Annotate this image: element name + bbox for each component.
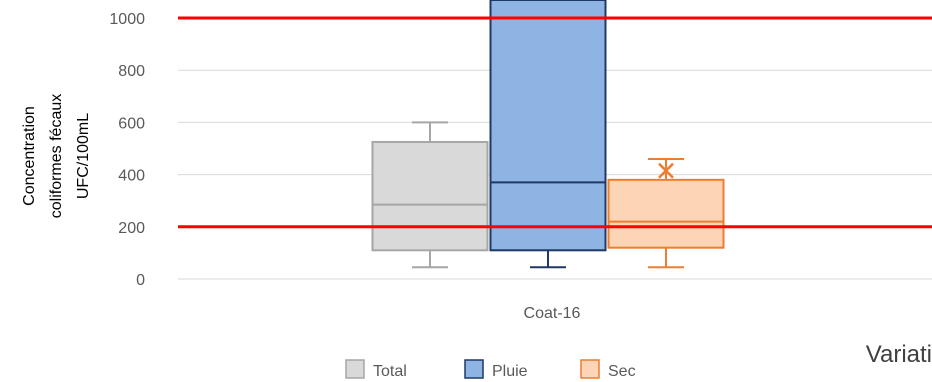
x-axis-title-partial: Variati: [866, 341, 932, 368]
y-tick-label-600: 600: [118, 115, 145, 132]
box-pluie: [489, 0, 607, 269]
y-axis-title-line-1: Concentration: [21, 106, 38, 206]
y-tick-label-200: 200: [118, 220, 145, 237]
y-axis-title-line-2: coliformes fécaux: [48, 94, 65, 219]
y-tick-label-1000: 1000: [109, 11, 145, 28]
legend-swatch-total: [345, 359, 365, 379]
mean-marker-b: [658, 162, 674, 179]
legend-swatch-pluie: [464, 359, 484, 379]
legend-label-sec: Sec: [608, 363, 636, 380]
y-tick-label-800: 800: [118, 63, 145, 80]
legend-swatch-sec: [580, 359, 600, 379]
legend-label-pluie: Pluie: [492, 363, 528, 380]
box-body: [371, 140, 489, 252]
y-axis-tick-labels: 0 200 400 600 800 1000: [109, 11, 145, 289]
y-tick-label-400: 400: [118, 168, 145, 185]
legend-label-total: Total: [373, 363, 407, 380]
category-label: Coat-16: [524, 305, 581, 322]
box-body: [607, 178, 725, 249]
box-body: [489, 0, 607, 252]
y-axis-title: Concentration coliformes fécaux UFC/100m…: [21, 94, 92, 219]
legend: Total Pluie Sec: [345, 359, 636, 380]
box-total: [371, 121, 489, 269]
reference-lines: [178, 16, 932, 229]
y-axis-title-line-3: UFC/100mL: [75, 113, 92, 199]
box-sec: [607, 157, 725, 269]
box-series: [371, 0, 725, 269]
y-tick-label-0: 0: [136, 272, 145, 289]
